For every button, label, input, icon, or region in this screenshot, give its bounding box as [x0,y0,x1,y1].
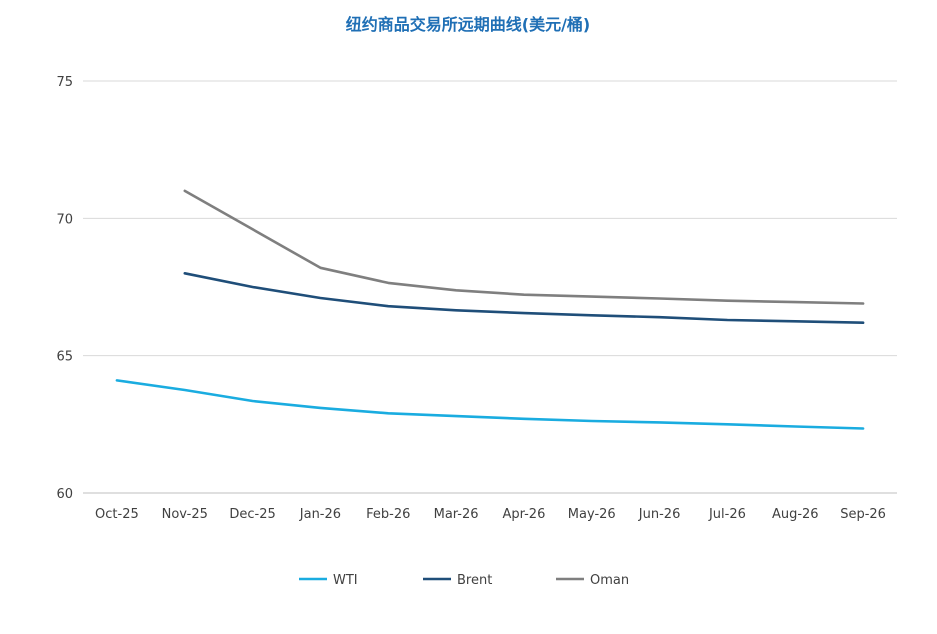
x-tick-label: May-26 [568,507,616,522]
legend-label-brent: Brent [457,573,492,588]
series-line-wti [115,379,865,430]
series-lines [115,189,865,430]
legend-label-wti: WTI [333,573,358,588]
y-tick-label: 75 [56,75,73,90]
x-tick-label: Jul-26 [708,507,746,522]
x-tick-label: Sep-26 [840,507,886,522]
x-tick-label: Aug-26 [772,507,819,522]
legend-label-oman: Oman [590,573,629,588]
y-tick-label: 60 [56,487,73,502]
x-tick-label: Jan-26 [299,507,341,522]
x-tick-label: Jun-26 [638,507,681,522]
x-axis: Oct-25 Nov-25 Dec-25 Jan-26 Feb-26 Mar-26 Apr-… [95,507,886,522]
legend: WTI Brent Oman [299,573,629,588]
y-tick-label: 70 [56,212,73,227]
x-tick-label: Dec-25 [229,507,275,522]
gridlines [83,80,897,494]
x-tick-label: Mar-26 [434,507,479,522]
series-line-brent [183,272,865,324]
x-tick-label: Feb-26 [366,507,410,522]
y-tick-label: 65 [56,350,73,365]
x-tick-label: Nov-25 [162,507,208,522]
y-axis: 60 65 70 75 [56,75,73,502]
x-tick-label: Apr-26 [502,507,545,522]
x-tick-label: Oct-25 [95,507,139,522]
series-line-oman [183,189,865,305]
chart-title: 纽约商品交易所远期曲线(美元/桶) [346,15,590,34]
